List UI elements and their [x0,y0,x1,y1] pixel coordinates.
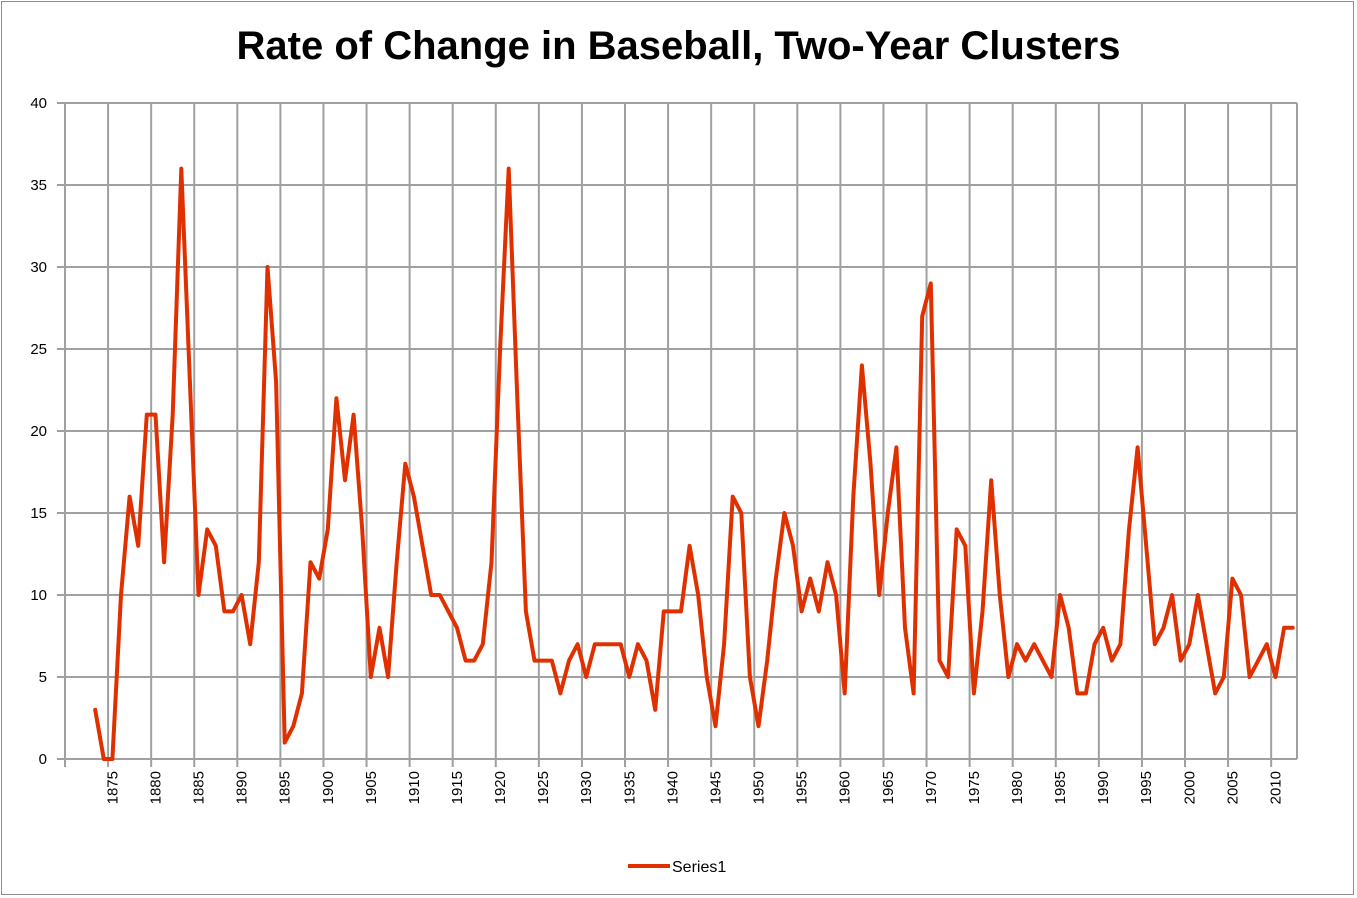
x-tick-label: 1915 [449,771,466,804]
y-tick-label: 35 [30,177,47,194]
x-tick-label: 1995 [1138,771,1155,804]
x-tick-label: 2005 [1224,771,1241,804]
x-tick-label: 1965 [880,771,897,804]
x-tick-label: 1890 [234,771,251,804]
x-tick-label: 1955 [794,771,811,804]
x-tick-label: 1875 [104,771,121,804]
x-tick-label: 1930 [578,771,595,804]
x-tick-label: 1935 [621,771,638,804]
y-tick-label: 25 [30,341,47,358]
x-tick-label: 1985 [1052,771,1069,804]
series-line [93,166,1295,761]
y-tick-label: 0 [39,751,47,768]
chart-title: Rate of Change in Baseball, Two-Year Clu… [236,24,1121,68]
y-tick-label: 5 [39,669,47,686]
x-tick-label: 1980 [1009,771,1026,804]
x-tick-label: 1950 [751,771,768,804]
x-tick-label: 1940 [664,771,681,804]
x-tick-label: 1945 [707,771,724,804]
legend-label: Series1 [672,859,726,876]
x-tick-label: 2010 [1267,771,1284,804]
x-tick-label: 1960 [837,771,854,804]
x-tick-label: 1905 [363,771,380,804]
x-tick-label: 1920 [492,771,509,804]
x-tick-label: 1910 [406,771,423,804]
y-tick-label: 20 [30,423,47,440]
x-tick-label: 1895 [277,771,294,804]
x-tick-label: 1970 [923,771,940,804]
x-tick-label: 2000 [1181,771,1198,804]
y-tick-label: 10 [30,587,47,604]
x-tick-label: 1900 [320,771,337,804]
y-tick-label: 40 [30,95,47,112]
x-tick-label: 1990 [1095,771,1112,804]
y-tick-label: 30 [30,259,47,276]
x-tick-label: 1925 [535,771,552,804]
x-tick-label: 1885 [191,771,208,804]
y-tick-label: 15 [30,505,47,522]
x-tick-label: 1975 [966,771,983,804]
x-tick-label: 1880 [147,771,164,804]
